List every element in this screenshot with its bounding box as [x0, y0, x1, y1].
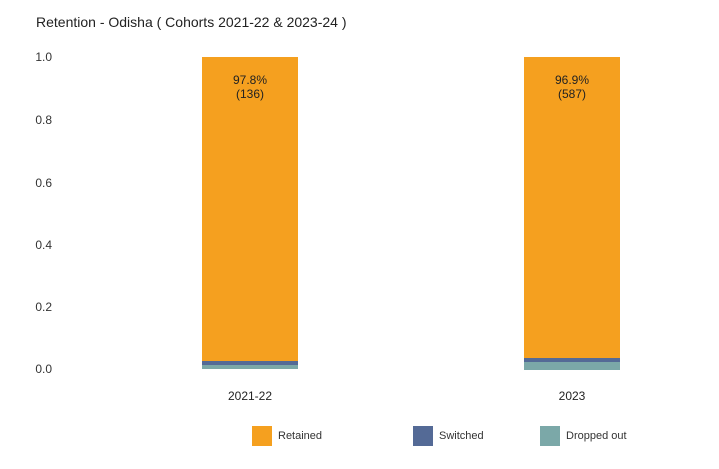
x-tick: 2021-22: [227, 389, 273, 403]
bar-value-label: 97.8% (136): [202, 73, 298, 101]
x-tick: 2023: [558, 389, 586, 403]
y-tick: 0.2: [35, 300, 52, 314]
count-label: (587): [557, 87, 586, 101]
legend-swatch-switched: [413, 426, 433, 446]
bar-2023: 96.9% (587): [524, 57, 620, 370]
count-label: (136): [235, 87, 264, 101]
legend-item-retained: Retained: [252, 426, 322, 446]
y-tick: 0.0: [35, 362, 52, 376]
legend-label: Dropped out: [566, 430, 627, 442]
percent-label: 97.8%: [232, 73, 268, 87]
segment-switched: [202, 361, 298, 365]
legend-label: Switched: [439, 430, 484, 442]
legend-item-switched: Switched: [413, 426, 484, 446]
chart-title: Retention - Odisha ( Cohorts 2021-22 & 2…: [36, 14, 347, 30]
segment-switched: [524, 358, 620, 362]
legend-item-dropped-out: Dropped out: [540, 426, 627, 446]
segment-retained: [202, 57, 298, 361]
y-tick: 1.0: [35, 50, 52, 64]
legend-label: Retained: [278, 430, 323, 442]
y-tick: 0.8: [35, 113, 52, 127]
percent-label: 96.9%: [554, 73, 590, 87]
bar-2021-22: 97.8% (136): [202, 57, 298, 369]
bar-value-label: 96.9% (587): [524, 73, 620, 101]
segment-dropped-out: [524, 362, 620, 370]
segment-retained: [524, 57, 620, 358]
segment-dropped-out: [202, 365, 298, 369]
legend-swatch-dropped-out: [540, 426, 560, 446]
y-tick: 0.4: [35, 238, 52, 252]
y-tick: 0.6: [35, 176, 52, 190]
legend-swatch-retained: [252, 426, 272, 446]
